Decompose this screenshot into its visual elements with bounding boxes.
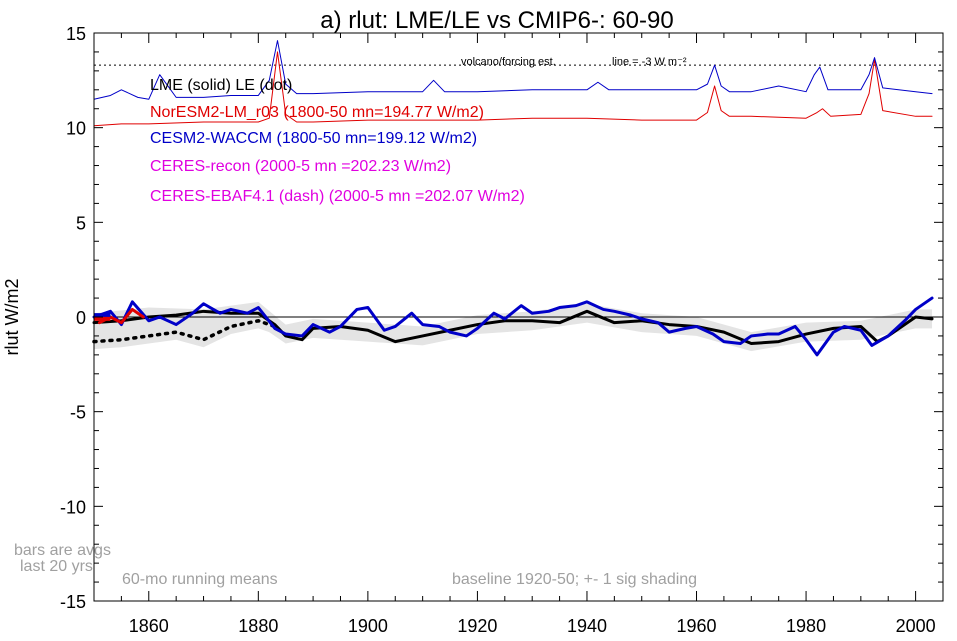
series-layer: [92, 40, 934, 357]
reference-line-note: line = -3 W m⁻²: [612, 56, 687, 68]
legend-item: NorESM2-LM_r03 (1800-50 mn=194.77 W/m2): [150, 104, 484, 121]
axes: 15 10 5 0 -5 -10 -15 1860 1880 1900 1920 1940 1960 19…: [60, 24, 944, 636]
reference-line-label: volcano/forcing est.: [461, 56, 556, 68]
x-tick-label: 1980: [786, 616, 826, 636]
legend-item: LME (solid) LE (dot): [150, 77, 292, 94]
legend: LME (solid) LE (dot) NorESM2-LM_r03 (1800…: [150, 77, 525, 205]
series-cesm2-waccm: [92, 296, 934, 357]
x-tick-label: 1860: [129, 616, 169, 636]
y-tick-label: 5: [76, 213, 86, 233]
legend-item: CERES-recon (2000-5 mn =202.23 W/m2): [150, 158, 451, 175]
baseline-note: baseline 1920-50; +- 1 sig shading: [452, 571, 697, 588]
series-le-dot: [92, 319, 277, 344]
legend-item: CERES-EBAF4.1 (dash) (2000-5 mn =202.07 …: [150, 188, 525, 205]
series-cesm2-forcing-est: [93, 40, 933, 100]
le-sigma-shading: [94, 313, 275, 350]
y-tick-label: 0: [76, 308, 86, 328]
bars-note: bars are avgs last 20 yrs: [14, 542, 111, 575]
y-tick-label: -10: [60, 497, 86, 517]
chart-title: a) rlut: LME/LE vs CMIP6-: 60-90: [320, 7, 673, 34]
x-tick-label: 1880: [238, 616, 278, 636]
y-tick-label: 10: [66, 119, 86, 139]
series-noresm2-lm-forcing-est: [93, 51, 933, 127]
x-tick-label: 1900: [348, 616, 388, 636]
x-tick-label: 1960: [676, 616, 716, 636]
x-tick-label: 1940: [567, 616, 607, 636]
bars-note-line: last 20 yrs: [20, 558, 93, 575]
y-tick-label: -5: [70, 403, 86, 423]
bars-note-line: bars are avgs: [14, 542, 111, 559]
x-tick-label: 2000: [896, 616, 936, 636]
running-means-note: 60-mo running means: [122, 571, 278, 588]
y-axis-label: rlut W/m2: [2, 278, 22, 355]
y-tick-label: 15: [66, 24, 86, 44]
y-tick-label: -15: [60, 592, 86, 612]
x-tick-label: 1920: [457, 616, 497, 636]
shading-layer: [94, 301, 933, 352]
legend-item: CESM2-WACCM (1800-50 mn=199.12 W/m2): [150, 130, 477, 147]
reference-lines: [94, 64, 943, 318]
